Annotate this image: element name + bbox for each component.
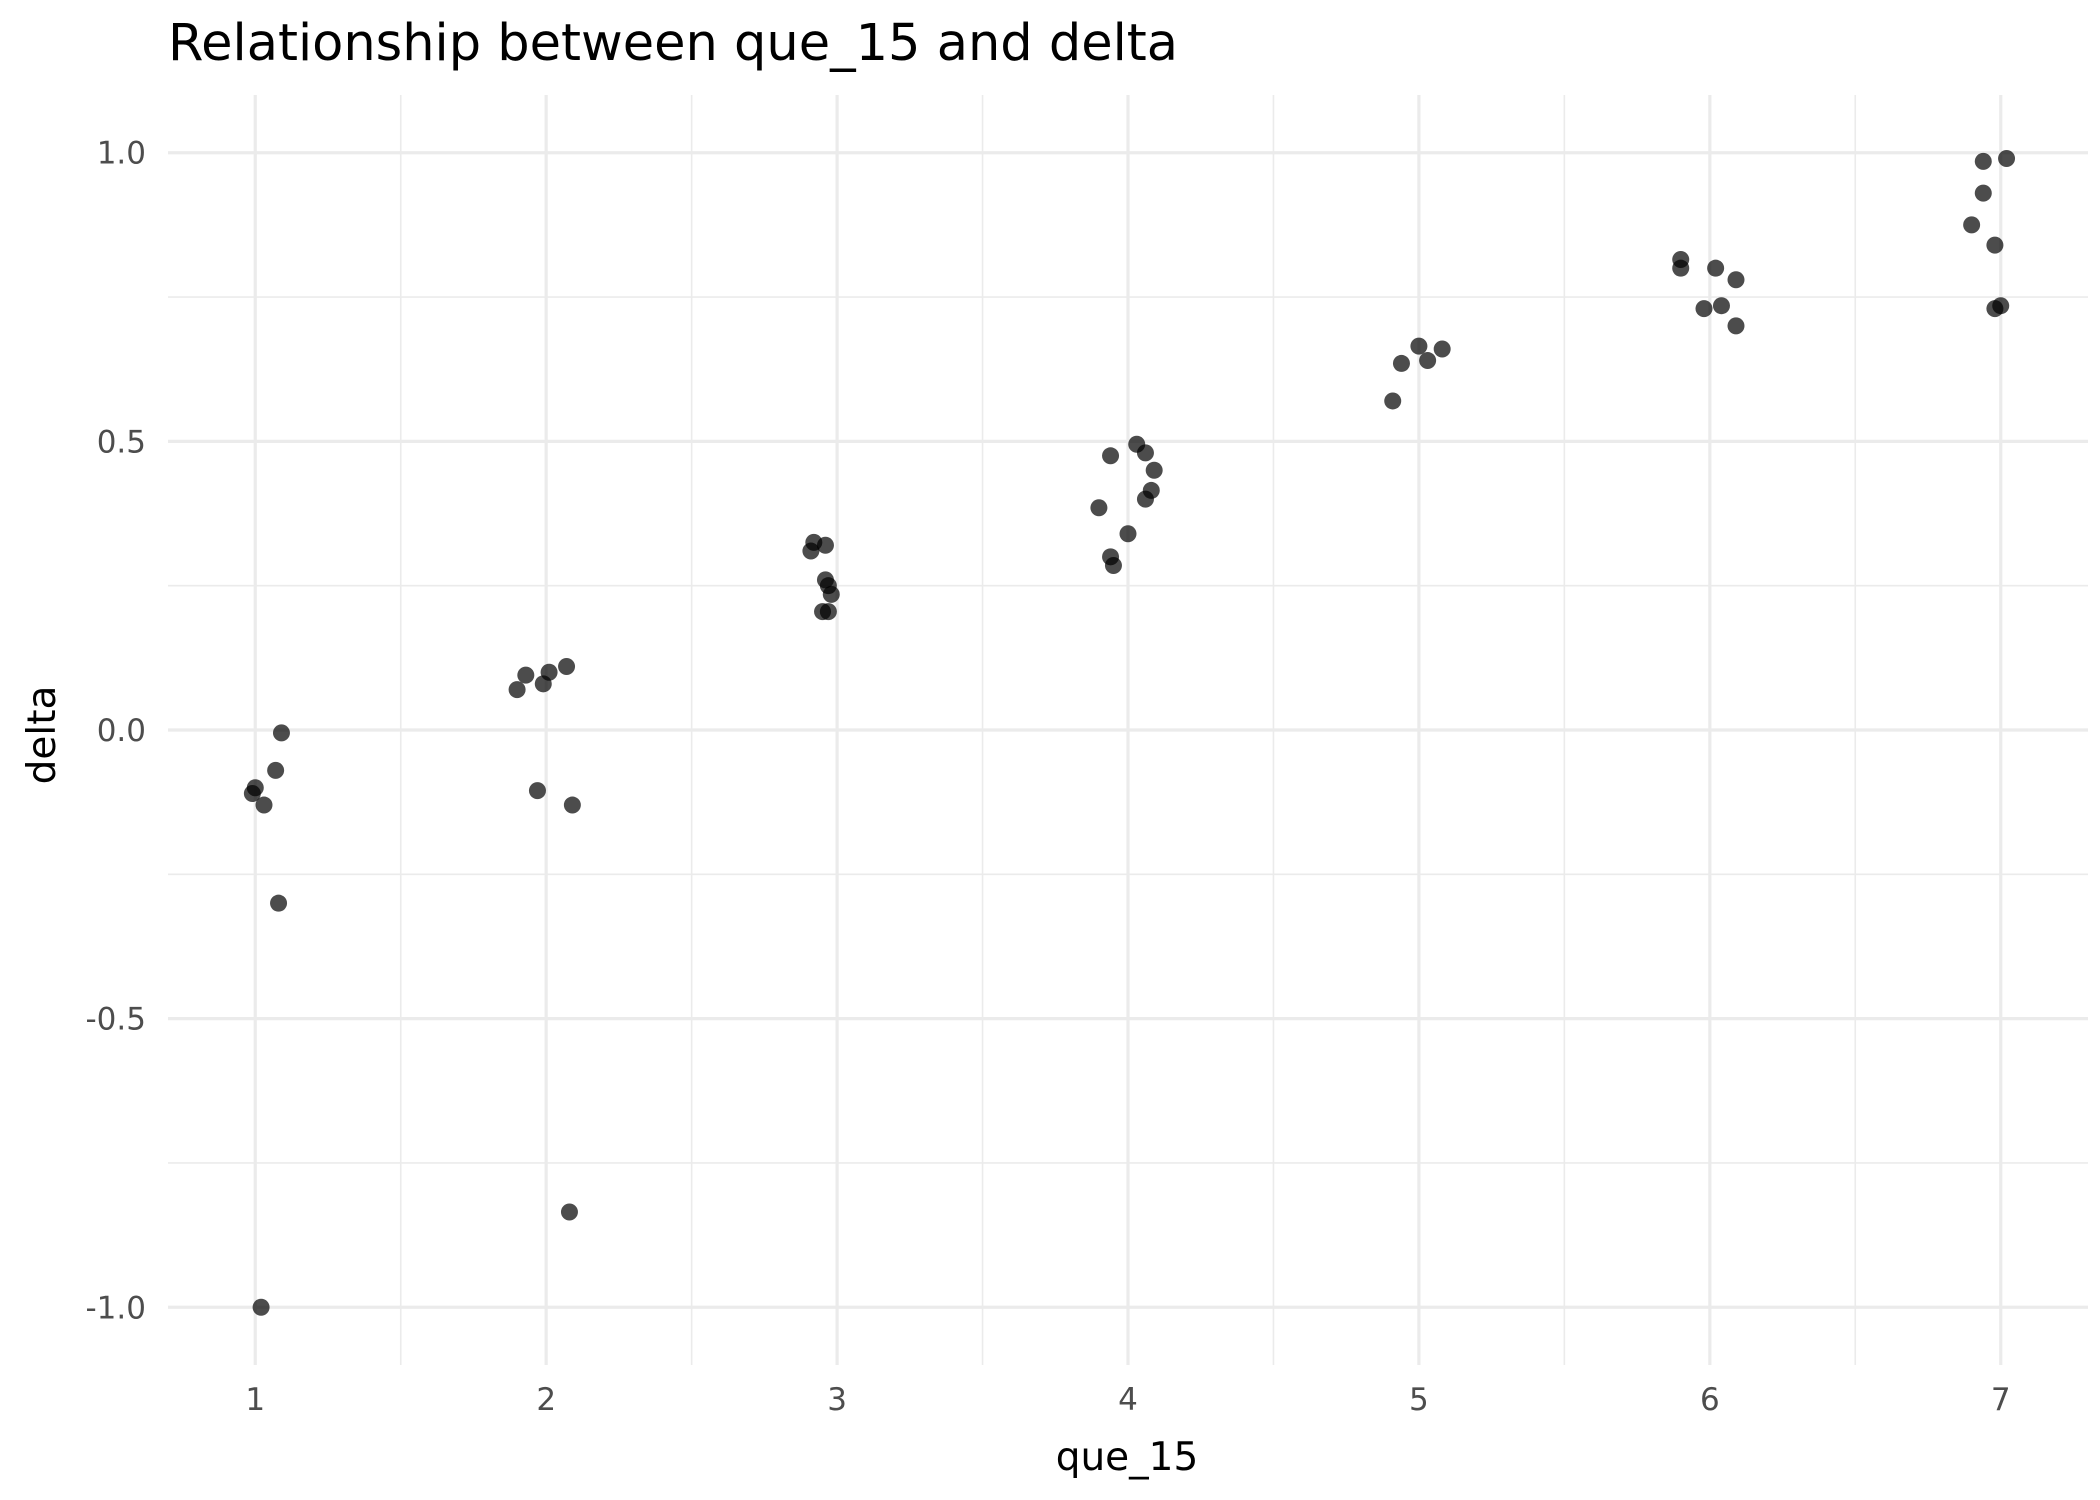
x-tick-label: 6	[1700, 1382, 1720, 1418]
data-point	[1974, 184, 1992, 202]
data-point	[508, 681, 526, 699]
data-point	[822, 585, 840, 603]
data-point	[528, 782, 546, 800]
data-point	[1727, 271, 1745, 289]
data-point	[1672, 251, 1690, 269]
data-point	[558, 658, 576, 675]
y-tick-label: 0.0	[97, 713, 146, 749]
data-point	[1707, 259, 1725, 277]
x-tick-label: 2	[536, 1382, 556, 1418]
y-axis-title: delta	[20, 686, 65, 785]
data-point	[272, 724, 290, 742]
x-axis-title: que_15	[1056, 1435, 1199, 1480]
data-point	[540, 663, 558, 681]
data-point	[1392, 354, 1410, 372]
data-point	[267, 761, 285, 779]
data-point	[270, 894, 288, 912]
data-point	[819, 603, 837, 621]
data-point	[1727, 317, 1745, 335]
x-tick-label: 1	[245, 1382, 265, 1418]
data-point	[1974, 152, 1992, 170]
data-point	[1695, 300, 1713, 318]
data-point	[1986, 236, 2004, 254]
data-point	[1992, 297, 2010, 315]
data-point	[1963, 216, 1981, 234]
data-point	[1090, 499, 1108, 517]
data-point	[560, 1203, 578, 1221]
data-point	[1136, 490, 1154, 508]
data-point	[255, 796, 273, 814]
y-axis-tick-labels: -1.0 -0.5 0.0 0.5 1.0	[86, 136, 147, 1327]
data-point	[1102, 447, 1120, 465]
chart-title: Relationship between que_15 and delta	[168, 14, 1178, 73]
data-point	[563, 796, 581, 814]
y-tick-label: 0.5	[97, 424, 146, 460]
data-point	[1998, 150, 2016, 167]
data-point	[1104, 556, 1122, 574]
x-tick-label: 3	[827, 1382, 847, 1418]
data-point	[1136, 444, 1154, 462]
data-point	[243, 785, 261, 802]
data-point	[517, 666, 535, 684]
x-axis-tick-labels: 1 2 3 4 5 6 7	[245, 1382, 2010, 1418]
data-point	[1145, 461, 1163, 479]
data-point	[252, 1298, 270, 1316]
data-point	[1712, 297, 1730, 315]
data-point	[1410, 337, 1428, 355]
y-tick-label: -1.0	[86, 1290, 147, 1326]
x-tick-label: 7	[1991, 1382, 2011, 1418]
major-gridlines	[168, 95, 2088, 1365]
x-tick-label: 5	[1409, 1382, 1429, 1418]
data-point	[1419, 352, 1437, 370]
y-tick-label: -0.5	[86, 1002, 147, 1038]
y-tick-label: 1.0	[97, 136, 146, 172]
x-tick-label: 4	[1118, 1382, 1138, 1418]
data-point	[816, 536, 834, 554]
data-point	[1119, 525, 1137, 543]
data-points	[243, 150, 2016, 1316]
data-point	[1433, 340, 1451, 358]
data-point	[1384, 392, 1402, 410]
